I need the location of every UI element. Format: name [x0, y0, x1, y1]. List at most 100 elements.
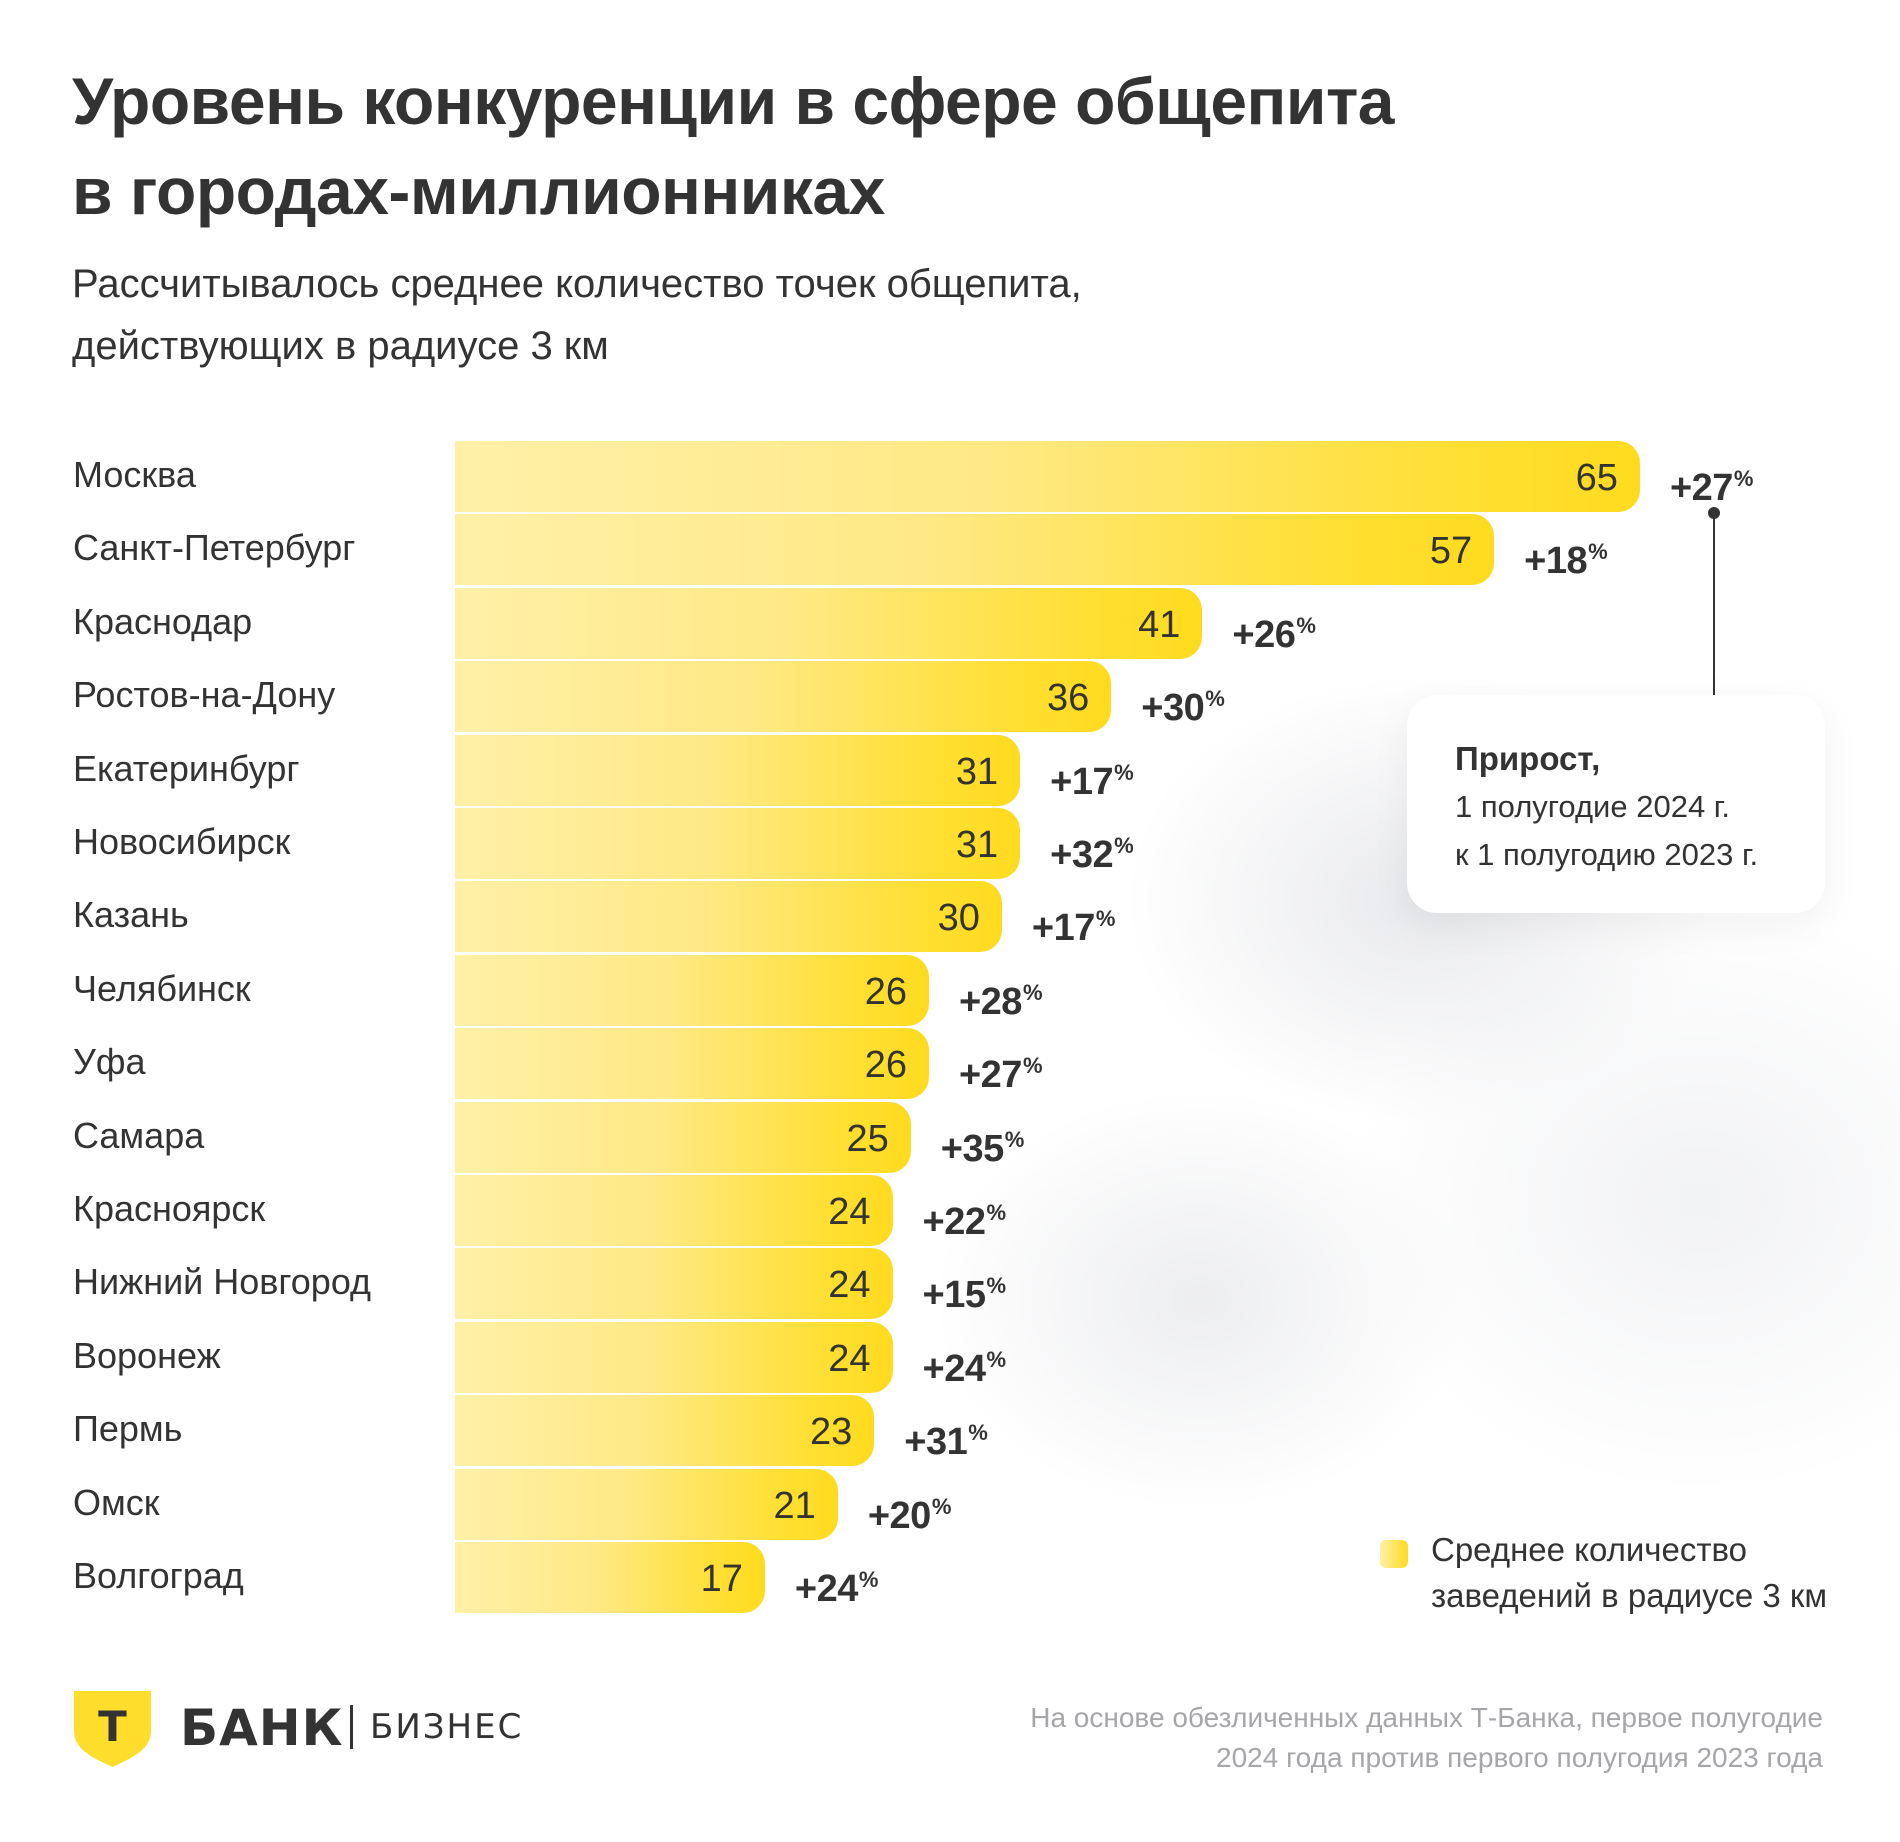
city-label: Волгоград — [73, 1555, 244, 1596]
chart-subtitle-line-1: Рассчитывалось среднее количество точек … — [72, 262, 1082, 306]
growth-percent-sign: % — [1114, 759, 1134, 785]
growth-percent-sign: % — [1296, 612, 1316, 638]
bar-value-label: 31 — [955, 824, 999, 866]
growth-label: +27% — [959, 1030, 1043, 1101]
growth-value: 22 — [944, 1201, 986, 1243]
growth-label: +22% — [922, 1177, 1007, 1248]
growth-prefix: + — [1050, 834, 1072, 876]
bar-value-label: 57 — [1429, 530, 1473, 573]
growth-prefix: + — [940, 1127, 963, 1170]
growth-percent-sign: % — [1588, 539, 1608, 565]
growth-percent-sign: % — [968, 1420, 988, 1446]
growth-value: 35 — [962, 1127, 1004, 1170]
source-footnote-line-2: 2024 года против первого полугодия 2023 … — [1216, 1742, 1823, 1773]
chart-title-line-2: в городах-миллионниках — [72, 154, 885, 228]
growth-value: 32 — [1071, 834, 1114, 876]
city-label: Санкт-Петербург — [73, 527, 356, 569]
bar-value-label: 36 — [1046, 677, 1090, 720]
growth-value: 20 — [889, 1494, 932, 1537]
growth-value: 24 — [944, 1347, 986, 1390]
bar-value-label: 17 — [700, 1558, 743, 1600]
growth-percent-sign: % — [931, 1493, 952, 1519]
growth-value: 18 — [1545, 540, 1588, 583]
bar-value-label: 41 — [1138, 603, 1181, 646]
growth-value: 27 — [980, 1054, 1023, 1097]
growth-percent-sign: % — [1095, 906, 1116, 932]
city-label: Омск — [73, 1481, 160, 1523]
growth-value: 27 — [1691, 467, 1734, 509]
growth-prefix: + — [1141, 687, 1163, 730]
growth-value: 17 — [1053, 907, 1096, 950]
growth-prefix: + — [794, 1568, 817, 1610]
growth-percent-sign: % — [986, 1273, 1007, 1299]
bar — [455, 1175, 893, 1246]
growth-prefix: + — [904, 1421, 926, 1464]
city-label: Нижний Новгород — [73, 1261, 372, 1303]
bar-value-label: 21 — [773, 1484, 816, 1527]
bar — [455, 587, 1203, 659]
growth-prefix: + — [867, 1494, 890, 1537]
city-label: Воронеж — [73, 1334, 221, 1376]
bar — [455, 441, 1640, 512]
growth-percent-sign: % — [858, 1567, 879, 1592]
bar-value-label: 23 — [810, 1411, 853, 1454]
growth-label: +24% — [794, 1544, 879, 1615]
growth-label: +31% — [904, 1397, 988, 1468]
city-label: Екатеринбург — [73, 747, 300, 789]
growth-label: +17% — [1031, 883, 1116, 954]
city-label: Самара — [73, 1114, 205, 1156]
legend-label-line-2: заведений в радиусе 3 км — [1431, 1577, 1828, 1614]
growth-percent-sign: % — [986, 1346, 1007, 1372]
source-footnote-line-1: На основе обезличенных данных Т-Банка, п… — [1030, 1702, 1823, 1733]
growth-value: 24 — [816, 1568, 859, 1610]
bar-value-label: 65 — [1575, 457, 1618, 499]
growth-percent-sign: % — [1022, 979, 1043, 1005]
growth-prefix: + — [1524, 540, 1546, 583]
growth-prefix: + — [922, 1274, 945, 1317]
growth-label: +26% — [1232, 590, 1316, 661]
callout-line-2: к 1 полугодию 2023 г. — [1455, 837, 1759, 872]
growth-label: +30% — [1141, 663, 1225, 734]
growth-prefix: + — [922, 1201, 945, 1243]
growth-callout: Прирост, 1 полугодие 2024 г. к 1 полугод… — [1407, 695, 1825, 913]
chart-title: Уровень конкуренции в сфере общепита в г… — [72, 56, 1672, 236]
city-label: Новосибирск — [73, 821, 291, 862]
growth-value: 17 — [1071, 760, 1114, 803]
logo-bank-text: БАНК — [180, 1699, 344, 1757]
growth-prefix: + — [1031, 907, 1054, 950]
bar — [455, 514, 1495, 586]
city-label: Ростов-на-Дону — [73, 674, 336, 716]
bar-value-label: 26 — [864, 970, 907, 1013]
growth-value: 26 — [1254, 613, 1296, 656]
growth-label: +17% — [1050, 737, 1134, 808]
legend-swatch — [1380, 1540, 1408, 1568]
growth-prefix: + — [1050, 760, 1072, 803]
growth-prefix: + — [1232, 613, 1255, 656]
growth-percent-sign: % — [1205, 686, 1225, 712]
bar-value-label: 24 — [828, 1337, 871, 1380]
tbank-shield-icon: Т — [74, 1691, 151, 1767]
city-label: Челябинск — [73, 967, 251, 1009]
growth-label: +28% — [959, 957, 1043, 1028]
logo-separator — [350, 1705, 353, 1749]
bar — [455, 1395, 875, 1467]
growth-label: +24% — [923, 1324, 1007, 1395]
bar — [455, 734, 1021, 806]
callout-line-1: 1 полугодие 2024 г. — [1455, 789, 1730, 824]
growth-percent-sign: % — [1114, 833, 1134, 858]
bar — [455, 1028, 929, 1100]
bar — [455, 808, 1021, 879]
growth-label: +35% — [940, 1104, 1025, 1175]
bar — [455, 954, 929, 1026]
growth-label: +15% — [922, 1250, 1007, 1321]
legend-label: Среднее количество заведений в радиусе 3… — [1431, 1527, 1827, 1619]
bar — [455, 1248, 893, 1320]
growth-percent-sign: % — [986, 1200, 1007, 1225]
growth-value: 15 — [944, 1274, 986, 1317]
source-footnote: На основе обезличенных данных Т-Банка, п… — [1030, 1698, 1823, 1778]
bar-value-label: 31 — [955, 750, 999, 793]
growth-label: +20% — [867, 1471, 952, 1542]
growth-label: +27% — [1670, 443, 1754, 514]
bar-value-label: 24 — [828, 1191, 871, 1233]
logo-business-text: БИЗНЕС — [370, 1707, 524, 1747]
